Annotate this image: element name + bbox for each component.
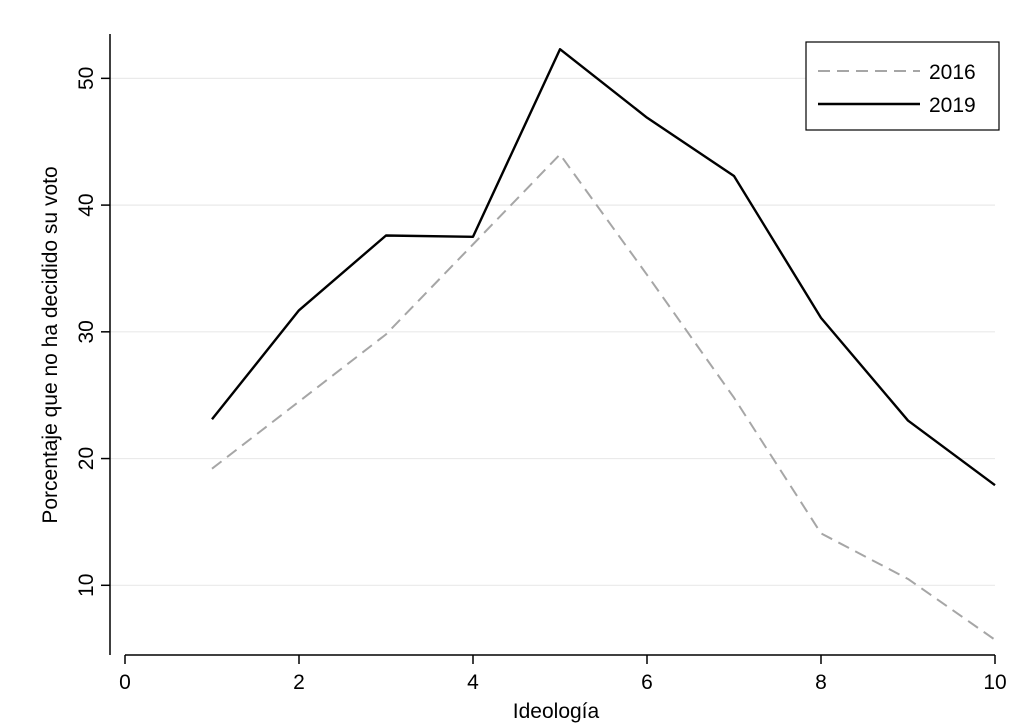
legend-label-2016: 2016 xyxy=(929,61,976,84)
data-point-2019 xyxy=(298,309,300,311)
data-point-2019 xyxy=(472,236,474,238)
y-ticks: 10 20 30 40 50 xyxy=(75,67,110,597)
data-point-2016 xyxy=(385,333,387,335)
legend-label-2019: 2019 xyxy=(929,94,976,117)
data-point-2019 xyxy=(907,419,909,421)
data-point-2019 xyxy=(385,234,387,236)
x-tick-label: 10 xyxy=(983,671,1006,694)
legend: 2016 2019 xyxy=(805,41,1000,131)
data-point-2019 xyxy=(559,48,561,50)
y-tick-label: 20 xyxy=(75,447,98,470)
y-tick-label: 40 xyxy=(75,193,98,216)
data-point-2019 xyxy=(211,418,213,420)
data-point-2016 xyxy=(211,468,213,470)
data-point-2019 xyxy=(646,116,648,118)
data-point-2016 xyxy=(733,397,735,399)
data-point-2019 xyxy=(820,317,822,319)
data-point-2016 xyxy=(994,639,996,641)
data-point-2016 xyxy=(820,532,822,534)
x-ticks: 0 2 4 6 8 10 xyxy=(119,655,1007,694)
series-line-2016 xyxy=(211,153,996,641)
data-point-2019 xyxy=(733,175,735,177)
data-point-2019 xyxy=(994,484,996,486)
x-tick-label: 6 xyxy=(641,671,653,694)
legend-box xyxy=(805,41,1000,131)
y-tick-label: 30 xyxy=(75,320,98,343)
x-tick-label: 2 xyxy=(293,671,305,694)
series-line-2019 xyxy=(211,48,996,487)
y-tick-label: 10 xyxy=(75,574,98,597)
x-tick-label: 4 xyxy=(467,671,479,694)
series-lines xyxy=(211,48,996,641)
data-point-2016 xyxy=(907,578,909,580)
x-tick-label: 8 xyxy=(815,671,827,694)
y-axis-label: Porcentaje que no ha decidido su voto xyxy=(39,166,62,523)
gridlines xyxy=(110,77,995,586)
data-point-2016 xyxy=(559,153,561,155)
data-point-2016 xyxy=(298,400,300,402)
x-axis-label: Ideología xyxy=(513,700,600,723)
data-point-2016 xyxy=(472,243,474,245)
data-point-2016 xyxy=(646,274,648,276)
y-tick-label: 50 xyxy=(75,67,98,90)
axes xyxy=(109,34,995,656)
x-tick-label: 0 xyxy=(119,671,131,694)
